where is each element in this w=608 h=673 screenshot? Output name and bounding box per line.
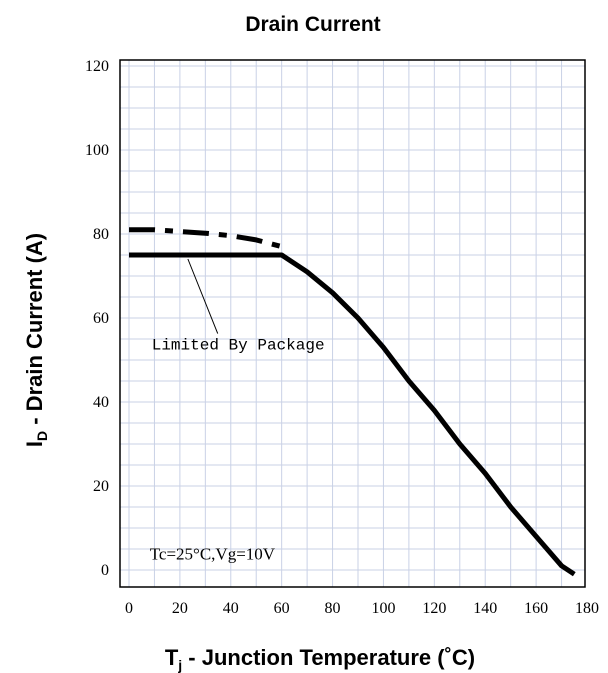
x-axis-title: Tj - Junction Temperature (˚C) <box>165 645 475 673</box>
y-tick-label: 40 <box>93 394 109 411</box>
x-tick-label: 60 <box>274 600 290 617</box>
y-tick-label: 20 <box>93 478 109 495</box>
chart-title: Drain Current <box>245 13 380 36</box>
plot-frame <box>119 59 586 588</box>
x-tick-label: 40 <box>223 600 239 617</box>
x-tick-label: 140 <box>473 600 497 617</box>
series-line-solid <box>129 252 576 577</box>
x-axis-title-main: T <box>165 645 179 670</box>
annotation-label: Limited By Package <box>152 337 325 355</box>
annotations-layer: Limited By Package Tc=25°C,Vg=10V <box>150 258 325 564</box>
x-tick-label: 20 <box>172 600 188 617</box>
x-tick-label: 80 <box>325 600 341 617</box>
y-tick-label: 80 <box>93 226 109 243</box>
y-tick-label: 100 <box>85 142 109 159</box>
test-conditions-label: Tc=25°C,Vg=10V <box>150 545 276 564</box>
y-tick-label: 0 <box>101 562 109 579</box>
y-axis-title-sub: D <box>34 431 50 441</box>
annotation-leader-line <box>187 258 219 334</box>
series-line-dashed <box>129 227 283 250</box>
y-tick-label: 120 <box>85 58 109 75</box>
x-tick-label: 160 <box>524 600 548 617</box>
x-axis-title-rest: - Junction Temperature (˚C) <box>182 645 475 670</box>
series-layer <box>129 227 576 577</box>
y-tick-label: 60 <box>93 310 109 327</box>
y-axis-title-rest: - Drain Current (A) <box>22 233 47 431</box>
y-axis-title: ID - Drain Current (A) <box>22 233 50 447</box>
grid <box>120 60 585 587</box>
y-tick-labels: 0 20 40 60 80 100 120 <box>85 58 109 579</box>
x-tick-label: 0 <box>125 600 133 617</box>
x-tick-label: 180 <box>575 600 599 617</box>
x-tick-label: 120 <box>422 600 446 617</box>
y-axis-title-main: I <box>22 441 47 447</box>
x-tick-label: 100 <box>371 600 395 617</box>
x-axis-title-sub: j <box>177 657 182 673</box>
x-tick-labels: 0 20 40 60 80 100 120 140 160 180 <box>125 600 599 617</box>
